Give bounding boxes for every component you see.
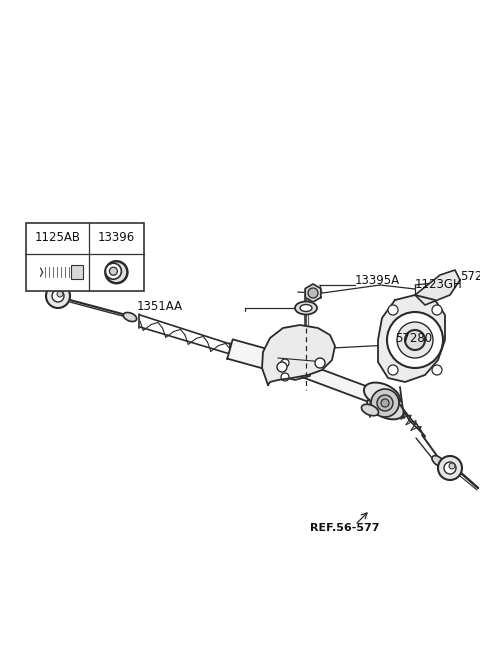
Ellipse shape — [361, 404, 379, 416]
Circle shape — [449, 463, 455, 469]
Circle shape — [52, 290, 64, 302]
Circle shape — [109, 267, 118, 275]
Text: 1351AA: 1351AA — [137, 301, 183, 314]
Ellipse shape — [123, 312, 137, 322]
Circle shape — [377, 395, 393, 411]
Circle shape — [388, 305, 398, 315]
Circle shape — [438, 456, 462, 480]
Circle shape — [315, 358, 325, 368]
Circle shape — [397, 322, 433, 358]
Circle shape — [277, 362, 287, 372]
Ellipse shape — [364, 383, 400, 407]
Bar — [71, 265, 83, 279]
Polygon shape — [415, 270, 460, 305]
Text: REF.56-577: REF.56-577 — [310, 523, 380, 533]
Ellipse shape — [371, 397, 404, 419]
Polygon shape — [292, 360, 372, 402]
Text: 1125AB: 1125AB — [35, 231, 81, 244]
Circle shape — [308, 288, 318, 298]
Polygon shape — [268, 355, 310, 380]
Polygon shape — [378, 295, 445, 382]
Text: 57256: 57256 — [460, 271, 480, 284]
Circle shape — [388, 365, 398, 375]
Text: 57280: 57280 — [395, 331, 432, 345]
Ellipse shape — [300, 305, 312, 312]
Circle shape — [281, 373, 289, 381]
Circle shape — [371, 389, 399, 417]
Polygon shape — [228, 339, 298, 377]
Circle shape — [432, 305, 442, 315]
Bar — [26, 223, 144, 291]
Text: 1123GH: 1123GH — [415, 278, 463, 291]
Polygon shape — [305, 284, 321, 302]
Circle shape — [281, 359, 289, 367]
Polygon shape — [262, 325, 335, 385]
Text: 13396: 13396 — [98, 231, 135, 244]
Text: 13395A: 13395A — [355, 274, 400, 288]
Circle shape — [444, 462, 456, 474]
Circle shape — [387, 312, 443, 368]
Circle shape — [46, 284, 70, 308]
Ellipse shape — [295, 301, 317, 314]
Ellipse shape — [432, 456, 444, 466]
Circle shape — [57, 291, 63, 297]
Circle shape — [381, 399, 389, 407]
Circle shape — [405, 330, 425, 350]
Circle shape — [432, 365, 442, 375]
Circle shape — [106, 261, 127, 283]
Circle shape — [106, 263, 121, 279]
